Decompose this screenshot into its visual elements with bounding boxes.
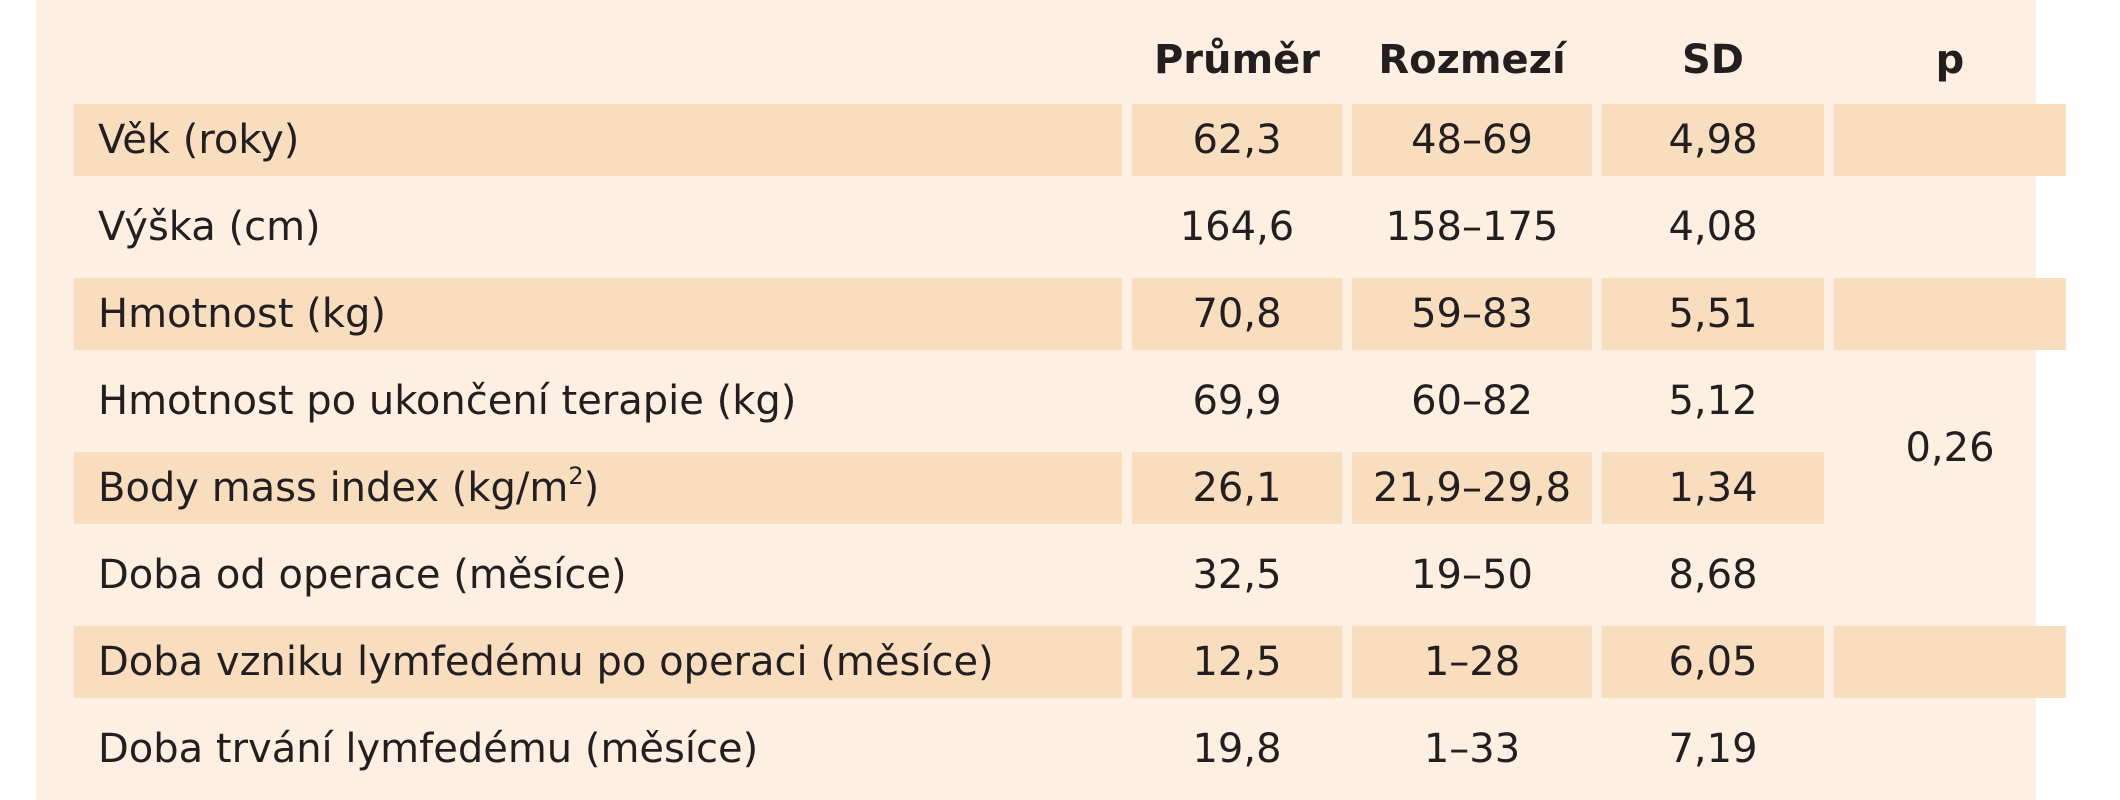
row-band: [1602, 278, 1824, 350]
row-label-age: Věk (roky): [98, 117, 300, 163]
cell-mean: 70,8: [1192, 291, 1282, 337]
row-label-time-since-surgery: Doba od operace (měsíce): [98, 552, 627, 598]
row-band: [1132, 452, 1342, 524]
header-p: p: [1935, 37, 1965, 83]
row-band: [1132, 104, 1342, 176]
header-mean: Průměr: [1153, 37, 1321, 83]
cell-mean: 26,1: [1192, 465, 1282, 511]
row-label-lymphedema-onset: Doba vzniku lymfedému po operaci (měsíce…: [98, 639, 994, 685]
row-band: [74, 104, 1122, 176]
row-band: [1352, 104, 1592, 176]
row-label-bmi: Body mass index (kg/m2): [98, 452, 599, 524]
row-band: [1834, 104, 2066, 176]
cell-range: 59–83: [1411, 291, 1533, 337]
cell-mean: 32,5: [1192, 552, 1282, 598]
cell-sd: 6,05: [1668, 639, 1758, 685]
cell-sd: 4,98: [1668, 117, 1758, 163]
cell-range: 60–82: [1411, 378, 1533, 424]
cell-sd: 1,34: [1668, 465, 1758, 511]
cell-range: 1–28: [1423, 639, 1521, 685]
cell-mean: 69,9: [1192, 378, 1282, 424]
row-label-lymphedema-duration: Doba trvání lymfedému (měsíce): [98, 726, 759, 772]
cell-sd: 5,12: [1668, 378, 1758, 424]
cell-mean: 164,6: [1179, 204, 1295, 250]
row-band: [1352, 452, 1592, 524]
cell-range: 1–33: [1423, 726, 1521, 772]
header-range: Rozmezí: [1378, 37, 1566, 83]
cell-mean: 62,3: [1192, 117, 1282, 163]
header-sd: SD: [1681, 37, 1744, 83]
cell-mean: 12,5: [1192, 639, 1282, 685]
cell-sd: 4,08: [1668, 204, 1758, 250]
table-panel: Průměr Rozmezí SD p Věk (roky) 62,3 48–6…: [36, 0, 2066, 800]
cell-range: 158–175: [1385, 204, 1559, 250]
row-band: [74, 278, 1122, 350]
row-band: [1602, 626, 1824, 698]
row-band: [1132, 278, 1342, 350]
cell-range: 21,9–29,8: [1372, 465, 1572, 511]
cell-range: 48–69: [1411, 117, 1533, 163]
row-label-weight-after-therapy: Hmotnost po ukončení terapie (kg): [98, 378, 797, 424]
row-band: [74, 452, 1122, 524]
row-label-bmi-text: Body mass index (kg/m: [98, 465, 569, 511]
cell-sd: 7,19: [1668, 726, 1758, 772]
row-band: [1834, 278, 2066, 350]
p-value: 0,26: [1905, 425, 1995, 471]
row-band: [1834, 626, 2066, 698]
row-band: [1352, 278, 1592, 350]
row-label-weight: Hmotnost (kg): [98, 291, 387, 337]
unit-suffix: ): [583, 465, 600, 511]
row-band: [1352, 626, 1592, 698]
unit-superscript: 2: [568, 462, 584, 491]
cell-range: 19–50: [1411, 552, 1533, 598]
cell-sd: 5,51: [1668, 291, 1758, 337]
row-label-height: Výška (cm): [98, 204, 321, 250]
cell-sd: 8,68: [1668, 552, 1758, 598]
row-band: [1602, 452, 1824, 524]
row-band: [1602, 104, 1824, 176]
row-band: [74, 626, 1122, 698]
cell-mean: 19,8: [1192, 726, 1282, 772]
row-band: [1132, 626, 1342, 698]
